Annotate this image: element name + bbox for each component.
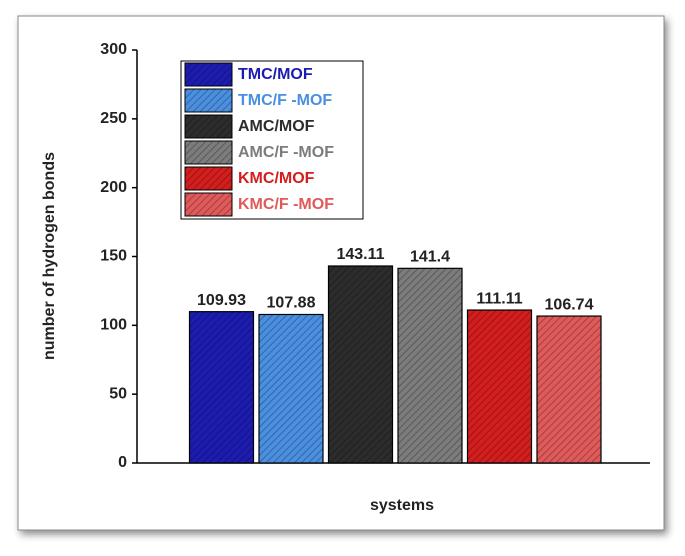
y-tick-label: 100 [100, 317, 127, 334]
bar-hatch [537, 316, 601, 463]
legend-swatch-hatch [185, 89, 232, 112]
legend-swatch-hatch [185, 63, 232, 86]
value-label: 143.11 [336, 246, 384, 263]
legend-label: AMC/MOF [238, 118, 315, 135]
value-label: 141.4 [410, 249, 450, 266]
legend-label: KMC/F -MOF [238, 196, 334, 213]
value-label: 111.11 [476, 290, 522, 307]
bar-hatch [398, 268, 462, 463]
y-tick-label: 200 [100, 179, 127, 196]
y-axis-label: number of hydrogen bonds [41, 152, 58, 360]
legend-label: TMC/MOF [238, 66, 313, 83]
bar-hatch [259, 314, 323, 463]
y-tick-label: 300 [100, 41, 127, 58]
bar-hatch [328, 265, 393, 463]
legend-swatch-hatch [185, 115, 232, 138]
legend-swatch-hatch [185, 167, 232, 190]
legend-label: TMC/F -MOF [238, 92, 332, 109]
legend-swatch-hatch [185, 193, 232, 216]
legend-swatch-hatch [185, 141, 232, 164]
x-axis-label: systems [370, 497, 434, 514]
y-tick-label: 150 [100, 248, 127, 265]
y-tick-label: 250 [100, 110, 127, 127]
y-tick-label: 0 [118, 454, 127, 471]
legend-label: KMC/MOF [238, 170, 315, 187]
value-label: 109.93 [197, 292, 246, 309]
bar-hatch [467, 310, 532, 463]
legend-label: AMC/F -MOF [238, 144, 334, 161]
value-label: 106.74 [545, 296, 594, 313]
y-tick-label: 50 [109, 385, 127, 402]
bar-hatch [189, 311, 254, 463]
value-label: 107.88 [267, 295, 316, 312]
